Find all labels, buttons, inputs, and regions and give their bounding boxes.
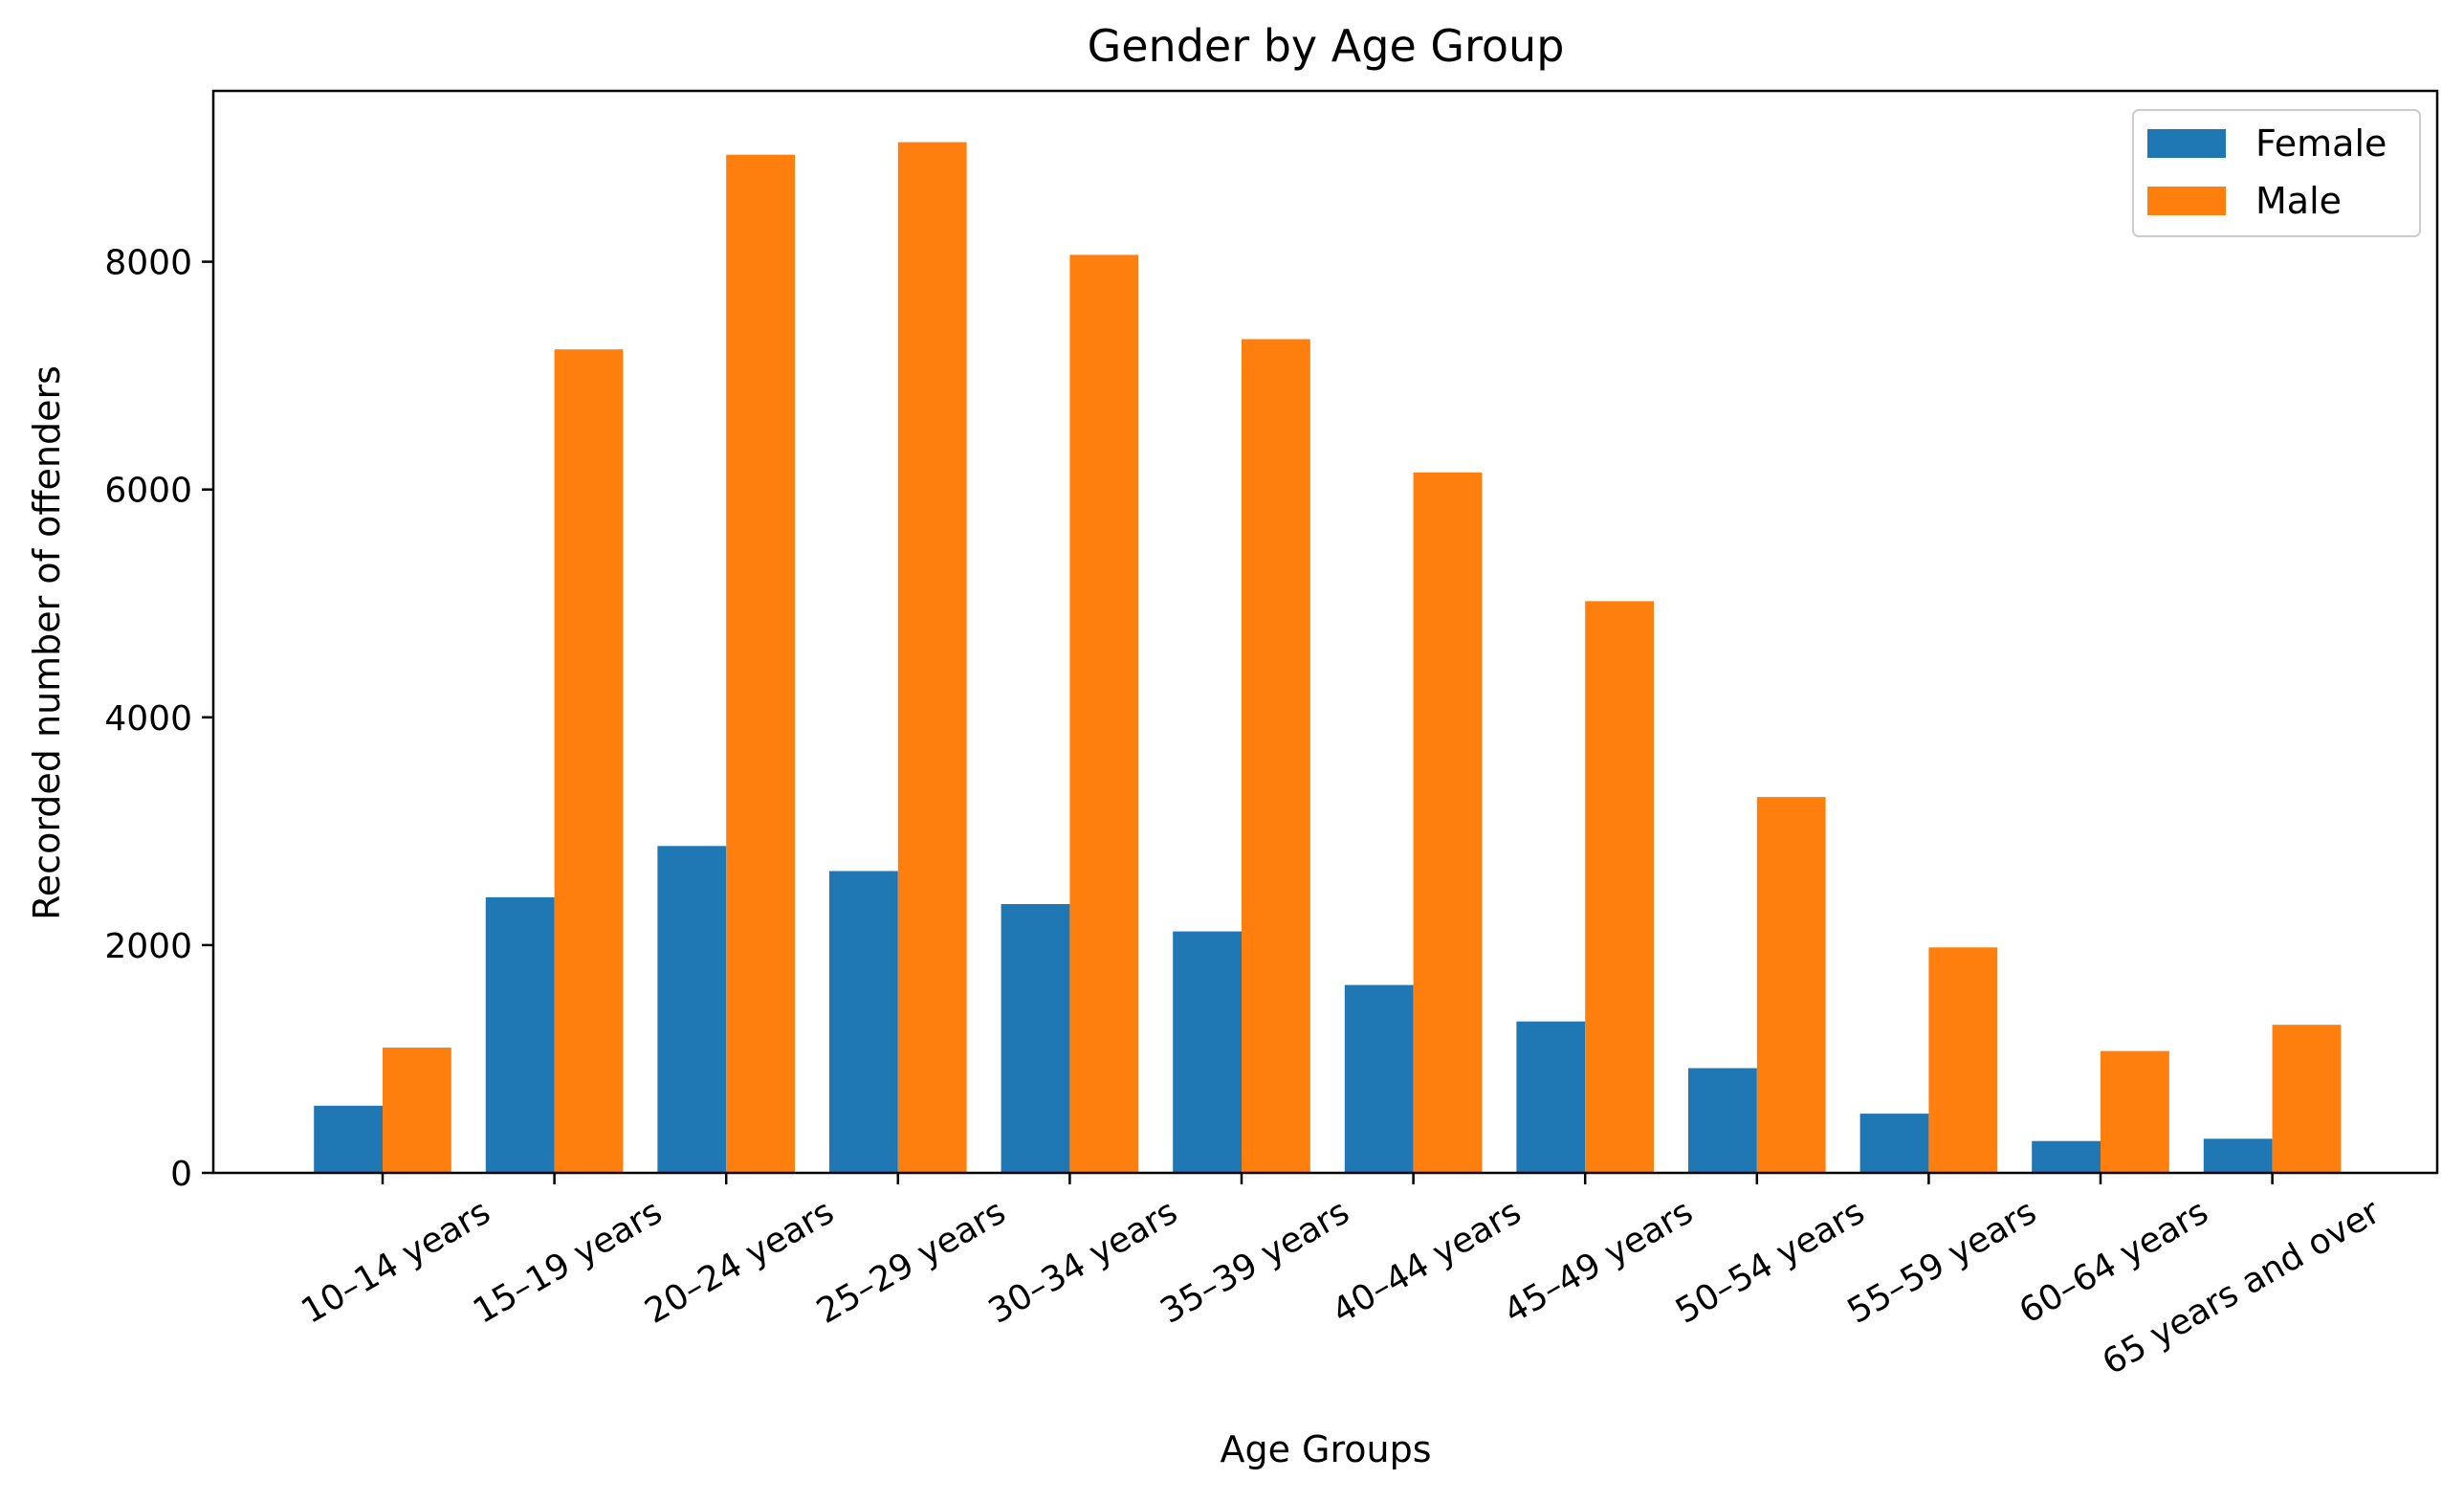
bar-male-3 — [897, 142, 967, 1174]
legend-swatch-female — [2147, 129, 2226, 158]
x-tick-label-4: 30–34 years — [982, 1192, 1184, 1332]
legend-swatch-male — [2147, 187, 2226, 215]
bar-male-10 — [2101, 1050, 2169, 1173]
y-tick-label-0: 0 — [170, 1155, 192, 1194]
x-tick-label-5: 35–39 years — [1154, 1192, 1355, 1332]
bar-male-6 — [1413, 472, 1483, 1173]
legend: Female Male — [2132, 109, 2421, 237]
bar-female-2 — [657, 846, 727, 1173]
x-tick-label-9: 55–59 years — [1841, 1192, 2043, 1332]
x-tick-label-11: 65 years and over — [2096, 1192, 2387, 1382]
bar-male-9 — [1928, 947, 1998, 1173]
bar-female-11 — [2203, 1138, 2273, 1173]
y-axis-label: Recorded number of offenders — [26, 365, 68, 920]
x-tick-label-8: 50–54 years — [1669, 1192, 1871, 1332]
x-tick-label-7: 45–49 years — [1498, 1192, 1700, 1332]
bar-female-9 — [1859, 1114, 1929, 1173]
bar-male-0 — [383, 1048, 451, 1173]
x-tick-label-1: 15–19 years — [467, 1192, 669, 1332]
bar-female-6 — [1344, 984, 1414, 1173]
bar-female-0 — [314, 1105, 383, 1173]
text-layer: Gender by Age Group Age Groups Recorded … — [26, 20, 1564, 1470]
x-tick-label-0: 10–14 years — [295, 1192, 496, 1332]
bar-male-2 — [726, 154, 795, 1174]
bar-male-4 — [1069, 254, 1139, 1173]
x-tick-label-6: 40–44 years — [1326, 1192, 1528, 1332]
bar-male-11 — [2272, 1025, 2342, 1173]
bar-male-8 — [1756, 797, 1826, 1173]
bar-female-3 — [829, 871, 898, 1173]
bar-female-8 — [1688, 1068, 1757, 1173]
x-tick-label-2: 20–24 years — [639, 1192, 841, 1332]
plot-frame — [211, 89, 2439, 1175]
x-tick-label-3: 25–29 years — [810, 1192, 1012, 1332]
bar-male-5 — [1242, 339, 1310, 1173]
bar-female-1 — [485, 896, 555, 1173]
x-axis-label: Age Groups — [1220, 1428, 1431, 1470]
chart-title: Gender by Age Group — [1088, 20, 1565, 72]
bar-female-7 — [1516, 1021, 1586, 1173]
bar-female-10 — [2032, 1140, 2101, 1173]
bars-layer — [314, 142, 2342, 1174]
bar-female-5 — [1173, 931, 1242, 1173]
bar-male-7 — [1585, 601, 1654, 1173]
bar-female-4 — [1001, 904, 1070, 1173]
y-tick-label-1: 2000 — [104, 927, 192, 966]
bar-male-1 — [554, 349, 624, 1173]
legend-label-male: Male — [2255, 180, 2342, 222]
legend-label-female: Female — [2255, 122, 2387, 165]
y-tick-label-2: 4000 — [104, 699, 192, 739]
y-tick-label-4: 8000 — [104, 244, 192, 283]
y-tick-label-3: 6000 — [104, 472, 192, 511]
